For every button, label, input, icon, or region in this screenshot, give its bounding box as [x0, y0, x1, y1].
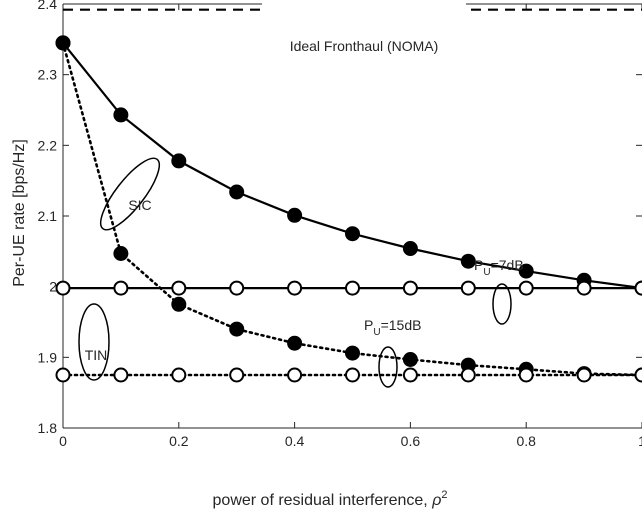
data-point — [345, 345, 360, 361]
y-tick-label: 1.8 — [38, 420, 58, 436]
data-point — [518, 367, 534, 383]
x-tick-label: 1 — [638, 433, 642, 449]
data-point — [460, 253, 476, 269]
x-tick-label: 0 — [59, 433, 67, 449]
pu7-label: PU=7dB — [474, 257, 524, 278]
pu7-ellipse — [492, 283, 512, 325]
tin-label: TIN — [85, 347, 108, 363]
data-point — [55, 280, 71, 296]
data-point — [576, 280, 592, 296]
data-point — [402, 280, 418, 296]
data-point — [402, 352, 418, 367]
data-point — [402, 241, 418, 256]
data-point — [345, 280, 360, 296]
data-point — [113, 367, 129, 383]
data-point — [229, 367, 245, 383]
data-point — [55, 367, 71, 383]
y-tick-label: 2 — [49, 279, 57, 295]
sic-ellipse — [100, 157, 160, 231]
data-point — [113, 107, 129, 123]
y-tick-label: 2.1 — [38, 208, 58, 224]
data-point — [345, 226, 360, 242]
pu7-label-sub: U — [483, 267, 490, 278]
pu7-label-value: =7dB — [491, 257, 524, 273]
x-tick-label: 0.4 — [285, 433, 305, 449]
x-tick-label: 0.6 — [401, 433, 421, 449]
pu7-label-prefix: P — [474, 257, 483, 273]
ideal-fronthaul-label: Ideal Fronthaul (NOMA) — [290, 38, 439, 54]
data-point — [402, 367, 418, 383]
data-point — [634, 367, 642, 383]
pu15-label-prefix: P — [364, 317, 373, 333]
data-point — [171, 153, 187, 169]
data-point — [460, 367, 476, 383]
x-tick-label: 0.8 — [516, 433, 536, 449]
x-axis-label-symbol: ρ — [431, 492, 441, 509]
pu15-label-sub: U — [373, 327, 380, 338]
y-tick-label: 2.2 — [38, 137, 58, 153]
data-point — [518, 263, 534, 279]
data-point — [113, 280, 129, 296]
data-point — [460, 280, 476, 296]
tin-ellipse — [78, 303, 110, 381]
data-point — [171, 280, 187, 296]
data-point — [229, 321, 245, 337]
data-point — [55, 35, 71, 51]
y-tick-label: 2.3 — [38, 67, 58, 83]
pu15-label-value: =15dB — [381, 317, 422, 333]
data-point — [171, 367, 187, 383]
y-tick-label: 1.9 — [38, 349, 58, 365]
x-axis-label-superscript: 2 — [441, 489, 447, 501]
y-tick-label: 2.4 — [38, 0, 58, 12]
data-point — [113, 246, 129, 261]
data-point — [287, 367, 303, 383]
data-point — [518, 280, 534, 296]
data-point — [287, 335, 303, 351]
y-axis-label: Per-UE rate [bps/Hz] — [11, 139, 28, 287]
data-point — [287, 280, 303, 296]
ideal-label-background — [262, 0, 466, 20]
data-point — [345, 367, 360, 383]
data-point — [229, 280, 245, 296]
pu15-ellipse — [378, 346, 398, 388]
x-axis-label: power of residual interference, ρ2 — [213, 489, 448, 509]
data-point — [576, 367, 592, 383]
x-axis-label-text: power of residual interference, — [213, 492, 433, 509]
pu15-label: PU=15dB — [364, 317, 421, 338]
data-point — [287, 207, 303, 223]
data-point — [171, 296, 187, 312]
sic-pu7-line — [62, 42, 642, 290]
x-tick-label: 0.2 — [169, 433, 189, 449]
sic-label: SIC — [128, 197, 151, 213]
data-point — [229, 184, 245, 200]
data-point — [634, 280, 642, 296]
